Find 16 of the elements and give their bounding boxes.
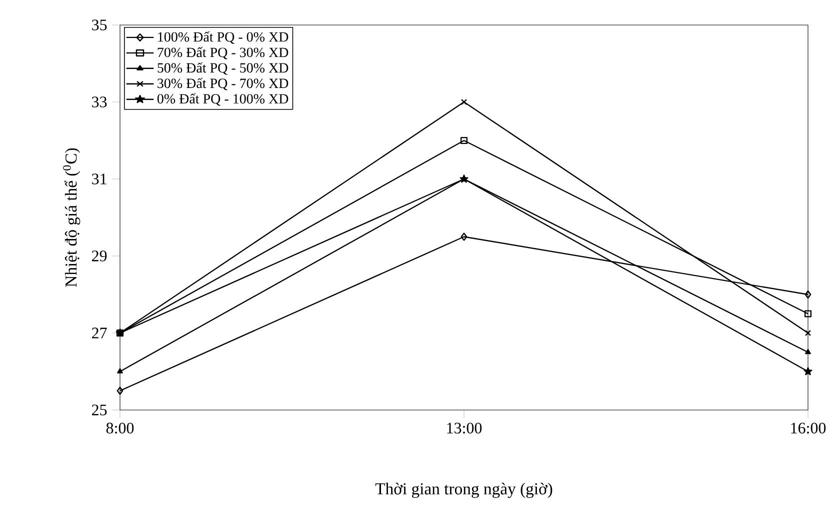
y-tick-label: 33 [92,96,107,108]
legend-label: 30% Đất PQ - 70% XD [158,78,288,90]
legend-label: 50% Đất PQ - 50% XD [158,62,288,75]
y-axis-title: Nhiệt độ giá thể ($^{0}$C) [62,148,80,287]
legend-label: 70% Đất PQ - 30% XD [158,46,288,60]
x-axis-title: Thời gian trong ngày (giờ) [375,482,552,498]
legend-label: 0% Đất PQ - 100% XD [157,93,288,106]
x-tick-label: 13:00 [447,422,482,434]
y-tick-label: 35 [92,20,107,30]
y-tick-label: 31 [92,174,106,184]
y-tick-label: 25 [92,404,107,416]
legend-label: 100% Đất PQ - 0% XD [158,31,288,44]
y-tick-label: 29 [92,250,107,262]
x-tick-label: 16:00 [791,422,826,434]
x-tick-label: 8:00 [106,422,134,434]
y-tick-label: 27 [92,328,107,338]
